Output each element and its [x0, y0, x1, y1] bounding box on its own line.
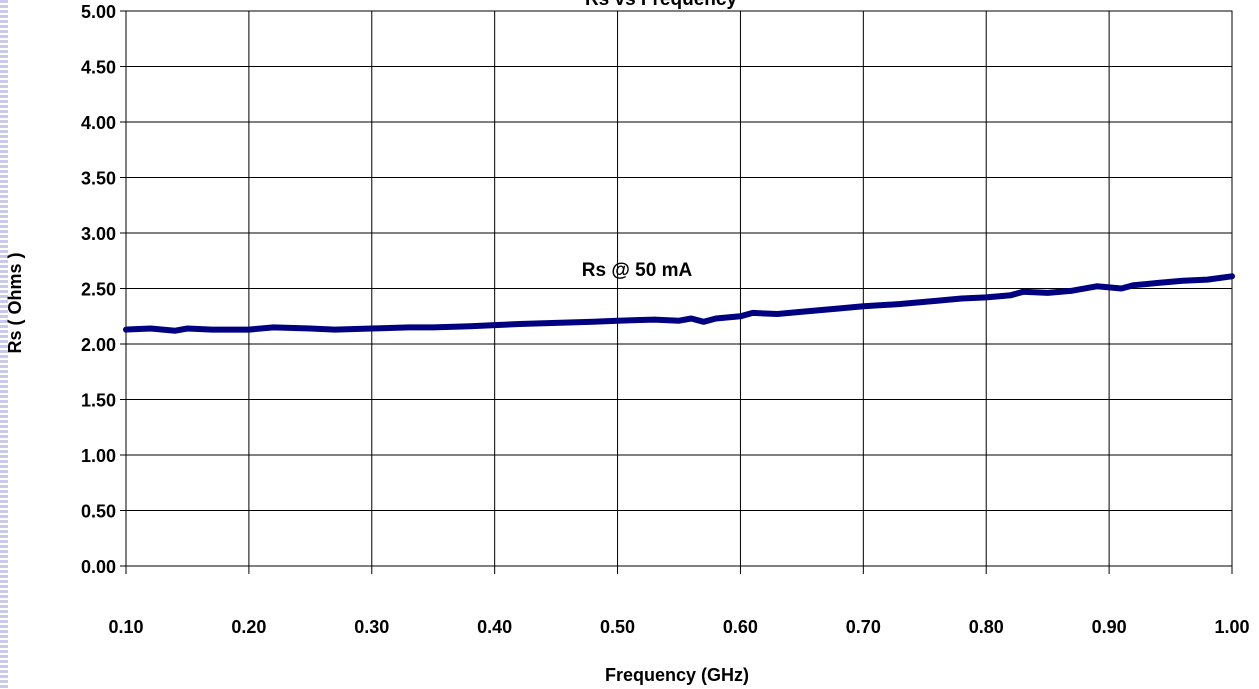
y-tick-label: 1.00: [81, 446, 116, 466]
data-point: [1231, 275, 1233, 277]
x-tick-label: 0.30: [354, 617, 389, 637]
y-tick-label: 1.50: [81, 391, 116, 411]
y-tick-label: 2.50: [81, 280, 116, 300]
data-point: [801, 311, 803, 313]
data-point: [469, 325, 471, 327]
data-point: [592, 321, 594, 323]
series-annotation: Rs @ 50 mA: [582, 260, 693, 281]
data-point: [1096, 285, 1098, 287]
data-point: [862, 305, 864, 307]
x-tick-label: 0.90: [1092, 617, 1127, 637]
data-point: [1133, 284, 1135, 286]
data-point: [690, 318, 692, 319]
data-point: [174, 330, 176, 332]
data-point: [334, 329, 336, 331]
y-tick-label: 4.50: [81, 58, 116, 78]
data-point: [494, 324, 496, 326]
x-tick-label: 0.50: [600, 617, 635, 637]
series-line-rs-50ma: [123, 273, 1235, 334]
data-point: [703, 321, 705, 323]
data-point: [211, 329, 213, 331]
y-tick-label: 4.00: [81, 113, 116, 133]
x-tick-label: 0.20: [231, 617, 266, 637]
data-point: [432, 326, 434, 328]
data-point: [186, 328, 188, 329]
x-tick-label: 0.60: [723, 617, 758, 637]
x-tick-label: 0.40: [477, 617, 512, 637]
data-point: [936, 300, 938, 302]
x-tick-label: 0.80: [969, 617, 1004, 637]
data-point: [739, 315, 741, 317]
data-point: [653, 319, 655, 321]
y-tick-label: 0.00: [81, 557, 116, 577]
data-point: [125, 329, 127, 331]
data-point: [408, 326, 410, 328]
x-tick-label: 1.00: [1214, 617, 1249, 637]
data-point: [752, 312, 754, 314]
x-tick-label: 0.70: [846, 617, 881, 637]
data-point: [1120, 288, 1122, 289]
data-point: [150, 328, 152, 329]
data-point: [678, 320, 680, 322]
data-point: [776, 313, 778, 315]
axis-ticks: 0.00 0.50 1.00 1.50 2.00 2.50 3.00 3.50 4.00 4.50…: [81, 2, 1250, 637]
data-point: [555, 322, 557, 324]
data-point: [1206, 279, 1208, 281]
chart-title: Rs vs Frequency: [585, 0, 737, 10]
x-axis-title: Frequency (GHz): [605, 665, 749, 685]
data-point: [273, 326, 274, 328]
y-tick-label: 3.50: [81, 169, 116, 189]
x-tick-label: 0.10: [108, 617, 143, 637]
data-point: [617, 320, 619, 322]
data-point: [1157, 282, 1159, 284]
data-point: [371, 328, 373, 329]
data-point: [715, 318, 717, 319]
data-point: [961, 298, 963, 299]
data-point: [838, 308, 840, 309]
data-point: [248, 329, 250, 331]
data-point: [899, 303, 901, 305]
data-point: [309, 328, 311, 329]
left-edge-strip: [0, 0, 8, 689]
data-point: [1071, 290, 1073, 292]
y-axis-title: Rs ( Ohms ): [5, 252, 25, 353]
data-point: [985, 296, 987, 298]
y-tick-label: 2.00: [81, 335, 116, 355]
data-point: [1182, 280, 1184, 282]
data-point: [518, 323, 520, 325]
data-point: [1047, 292, 1049, 294]
data-point: [1010, 294, 1012, 296]
series-layer: [123, 273, 1235, 334]
y-tick-label: 5.00: [81, 2, 116, 22]
y-tick-label: 0.50: [81, 502, 116, 522]
data-point: [1022, 291, 1024, 293]
y-tick-label: 3.00: [81, 224, 116, 244]
